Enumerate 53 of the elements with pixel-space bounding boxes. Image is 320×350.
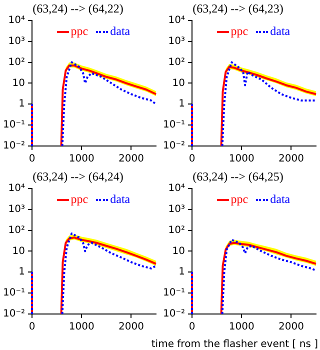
y-tick-label: 10⁻² bbox=[162, 140, 186, 152]
y-tick-label: 10⁻¹ bbox=[162, 120, 186, 131]
y-tick-label: 10² bbox=[8, 56, 26, 68]
x-tick-label: 1000 bbox=[68, 322, 94, 333]
y-tick-label: 10 bbox=[12, 246, 26, 257]
y-tick-label: 10² bbox=[168, 224, 186, 236]
y-tick-label: 1 bbox=[178, 266, 186, 278]
y-tick-label: 10⁴ bbox=[8, 182, 26, 194]
y-tick-label: 10³ bbox=[8, 204, 26, 215]
chart-title: (63,24) --> (64,25) bbox=[192, 169, 284, 184]
chart-title: (63,24) --> (64,23) bbox=[192, 1, 284, 16]
x-tick-label: 2000 bbox=[118, 322, 144, 333]
x-axis-title: time from the flasher event [ ns ] bbox=[151, 339, 318, 350]
x-tick-label: 0 bbox=[28, 154, 36, 165]
x-tick-label: 1000 bbox=[228, 154, 254, 165]
y-tick-label: 10 bbox=[172, 246, 186, 257]
x-tick-label: 1000 bbox=[68, 154, 94, 165]
y-tick-label: 10⁻² bbox=[2, 140, 26, 152]
y-tick-label: 10³ bbox=[168, 204, 186, 215]
legend-label: ppc bbox=[70, 24, 88, 40]
y-tick-label: 10⁴ bbox=[168, 14, 186, 26]
x-tick-label: 2000 bbox=[278, 154, 304, 165]
y-tick-label: 10 bbox=[172, 78, 186, 89]
y-tick-label: 10⁴ bbox=[168, 182, 186, 194]
legend-label: data bbox=[110, 192, 130, 208]
y-tick-label: 10² bbox=[8, 224, 26, 236]
legend-label: data bbox=[270, 192, 290, 208]
y-tick-label: 10⁻² bbox=[162, 308, 186, 320]
y-tick-label: 10³ bbox=[8, 36, 26, 47]
legend-label: ppc bbox=[230, 192, 248, 208]
y-tick-label: 10² bbox=[168, 56, 186, 68]
y-tick-label: 1 bbox=[18, 98, 26, 110]
x-tick-label: 0 bbox=[188, 322, 196, 333]
legend-label: ppc bbox=[70, 192, 88, 208]
y-tick-label: 10⁻¹ bbox=[2, 120, 26, 131]
y-tick-label: 10⁻¹ bbox=[2, 288, 26, 299]
y-tick-label: 1 bbox=[178, 98, 186, 110]
y-tick-label: 10³ bbox=[168, 36, 186, 47]
legend-label: data bbox=[270, 24, 290, 40]
chart-title: (63,24) --> (64,22) bbox=[32, 1, 124, 16]
chart-title: (63,24) --> (64,24) bbox=[32, 169, 124, 184]
x-tick-label: 1000 bbox=[228, 322, 254, 333]
y-tick-label: 10⁴ bbox=[8, 14, 26, 26]
x-tick-label: 2000 bbox=[278, 322, 304, 333]
legend-label: data bbox=[110, 24, 130, 40]
x-tick-label: 2000 bbox=[118, 154, 144, 165]
y-tick-label: 10 bbox=[12, 78, 26, 89]
y-tick-label: 10⁻¹ bbox=[162, 288, 186, 299]
x-tick-label: 0 bbox=[188, 154, 196, 165]
y-tick-label: 1 bbox=[18, 266, 26, 278]
x-tick-label: 0 bbox=[28, 322, 36, 333]
legend-label: ppc bbox=[230, 24, 248, 40]
y-tick-label: 10⁻² bbox=[2, 308, 26, 320]
